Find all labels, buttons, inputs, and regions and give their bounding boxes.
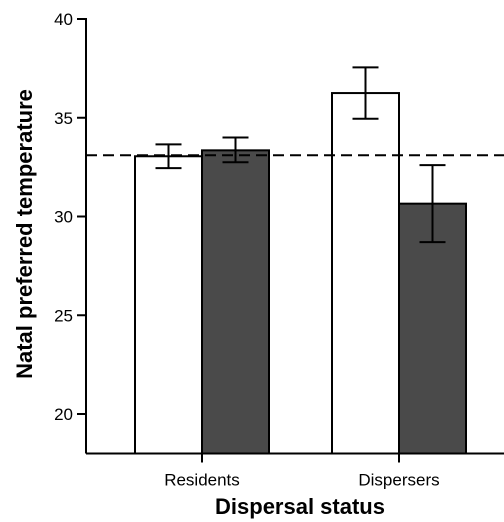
bar <box>331 92 400 455</box>
y-tick-label: 30 <box>54 208 73 227</box>
y-tick-label: 35 <box>54 109 73 128</box>
y-tick-label: 40 <box>54 10 73 29</box>
x-tick-label: Residents <box>164 471 240 490</box>
y-tick-label: 20 <box>54 405 73 424</box>
y-tick-label: 25 <box>54 306 73 325</box>
bar <box>398 202 467 455</box>
x-tick-label: Dispersers <box>358 471 439 490</box>
y-axis-title: Natal preferred temperature <box>12 89 37 379</box>
bar <box>134 155 203 455</box>
bar <box>201 149 270 455</box>
x-axis-title: Dispersal status <box>215 494 385 519</box>
